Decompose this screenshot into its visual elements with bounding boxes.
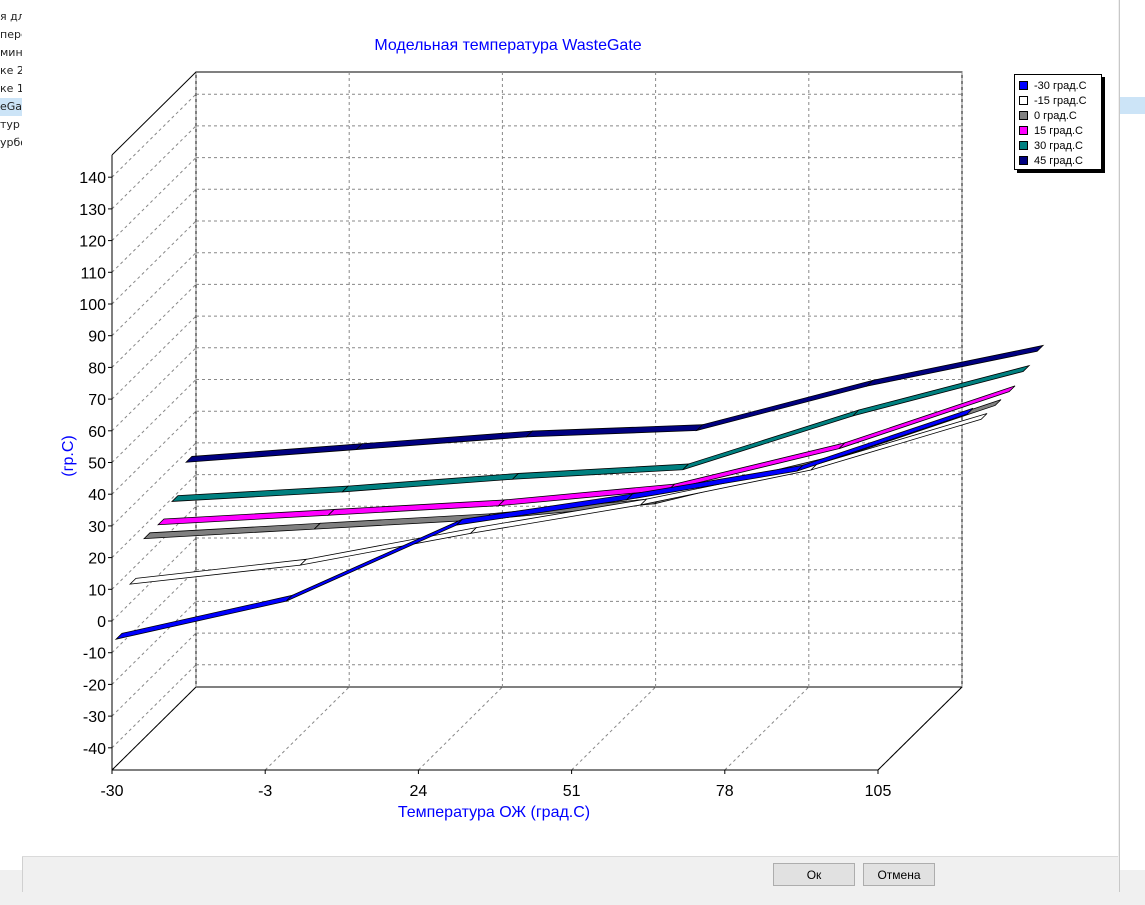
series-ribbon xyxy=(851,364,1031,417)
grid-line-diag xyxy=(111,93,197,178)
axis-layer: -40 -30 -20 -10 0 10 20 30 40 50 60 70 80 90 100 110 120… xyxy=(79,71,963,800)
grid-line-diag xyxy=(111,537,197,622)
legend-swatch xyxy=(1019,141,1028,150)
footer-separator xyxy=(22,856,1118,857)
legend-swatch xyxy=(1019,126,1028,135)
series-layer xyxy=(114,344,1045,640)
grid-line-diag xyxy=(111,379,197,463)
background-right-selection xyxy=(1118,97,1145,114)
background-list-item: пере xyxy=(0,28,22,41)
grid-line-floor xyxy=(571,686,656,771)
background-list-item: eGa xyxy=(0,98,22,116)
y-tick-label: 100 xyxy=(79,297,106,314)
frame-edge xyxy=(111,686,197,771)
chart-legend: -30 град.С -15 град.С 0 град.С 15 град.С 30 … xyxy=(1014,74,1102,170)
y-tick-label: 40 xyxy=(88,487,106,504)
grid-line-diag xyxy=(111,410,197,495)
legend-label: 30 град.С xyxy=(1034,139,1083,152)
background-list-item: я дл xyxy=(0,10,22,23)
legend-item: -30 град.С xyxy=(1019,78,1101,93)
x-tick-label: -3 xyxy=(258,783,272,800)
grid-line-diag xyxy=(111,474,197,558)
grid-line-floor xyxy=(724,686,810,771)
legend-swatch xyxy=(1019,96,1028,105)
y-tick-label: 130 xyxy=(79,202,106,219)
grid-line-diag xyxy=(111,252,197,337)
y-tick-label: 70 xyxy=(88,392,106,409)
grid-line-diag xyxy=(111,664,197,749)
x-tick-label: 105 xyxy=(865,783,892,800)
legend-item: 15 град.С xyxy=(1019,123,1101,138)
x-axis-label: Температура ОЖ (град.С) xyxy=(398,804,590,821)
y-tick-label: 90 xyxy=(88,329,106,346)
grid-line-floor xyxy=(264,686,350,771)
legend-label: -30 град.С xyxy=(1034,79,1087,92)
grid-line-diag xyxy=(111,569,197,654)
y-tick-label: 60 xyxy=(88,424,106,441)
legend-item: 45 град.С xyxy=(1019,153,1101,168)
frame-edge xyxy=(877,686,963,771)
y-tick-label: -20 xyxy=(83,677,106,694)
grid-line-diag xyxy=(111,220,197,305)
legend-item: 30 град.С xyxy=(1019,138,1101,153)
y-tick-label: 0 xyxy=(97,614,106,631)
legend-label: -15 град.С xyxy=(1034,94,1087,107)
background-list-item: мины xyxy=(0,46,22,59)
x-tick-label: -30 xyxy=(100,783,123,800)
y-tick-label: -10 xyxy=(83,646,106,663)
chart-area: -40 -30 -20 -10 0 10 20 30 40 50 60 70 80 90 100 110 120… xyxy=(22,0,1118,856)
grid-line-diag xyxy=(111,442,197,527)
background-list-item: урбо xyxy=(0,136,22,149)
background-right-list xyxy=(1118,0,1145,870)
legend-swatch xyxy=(1019,156,1028,165)
legend-item: -15 град.С xyxy=(1019,93,1101,108)
background-tree-panel: я дл пере мины ке 2 ке 1 eGa тур урбо xyxy=(0,0,22,870)
y-tick-label: -30 xyxy=(83,709,106,726)
grid-line-diag xyxy=(111,632,197,717)
y-tick-label: 10 xyxy=(88,582,106,599)
legend-swatch xyxy=(1019,111,1028,120)
y-tick-label: -40 xyxy=(83,741,106,758)
grid-line-diag xyxy=(111,125,197,210)
background-list-item: тур xyxy=(0,118,20,131)
chart-svg: -40 -30 -20 -10 0 10 20 30 40 50 60 70 80 90 100 110 120… xyxy=(60,37,1045,821)
x-tick-label: 51 xyxy=(563,783,581,800)
y-tick-label: 120 xyxy=(79,234,106,251)
series-ribbon xyxy=(796,407,974,472)
y-tick-label: 30 xyxy=(88,519,106,536)
grid-line-diag xyxy=(111,601,197,685)
background-list-item: ке 1 xyxy=(0,82,22,95)
legend-label: 45 град.С xyxy=(1034,154,1083,167)
grid-line-diag xyxy=(111,157,197,241)
y-tick-label: 110 xyxy=(80,265,106,282)
y-tick-label: 20 xyxy=(88,551,106,568)
legend-item: 0 град.С xyxy=(1019,108,1101,123)
series-ribbon xyxy=(838,385,1016,450)
x-tick-label: 78 xyxy=(716,783,734,800)
grid-line-floor xyxy=(418,686,503,771)
grid-line-diag xyxy=(111,188,197,273)
y-tick-label: 50 xyxy=(88,456,106,473)
grid-line-diag xyxy=(111,284,197,368)
x-tick-label: 24 xyxy=(410,783,428,800)
y-axis-label: (гр.С) xyxy=(60,435,77,476)
cancel-button[interactable]: Отмена xyxy=(863,863,935,886)
y-tick-label: 80 xyxy=(88,360,106,377)
frame-edge xyxy=(111,71,197,156)
chart-title: Модельная температура WasteGate xyxy=(374,37,641,54)
series-ribbon xyxy=(810,413,988,471)
grid-line-diag xyxy=(111,347,197,432)
legend-label: 0 град.С xyxy=(1034,109,1077,122)
series-ribbon xyxy=(865,344,1045,387)
legend-label: 15 град.С xyxy=(1034,124,1083,137)
ok-button[interactable]: Ок xyxy=(773,863,855,886)
legend-swatch xyxy=(1019,81,1028,90)
y-tick-label: 140 xyxy=(79,170,106,187)
background-list-item: ке 2 xyxy=(0,64,22,77)
grid-line-diag xyxy=(111,315,197,400)
